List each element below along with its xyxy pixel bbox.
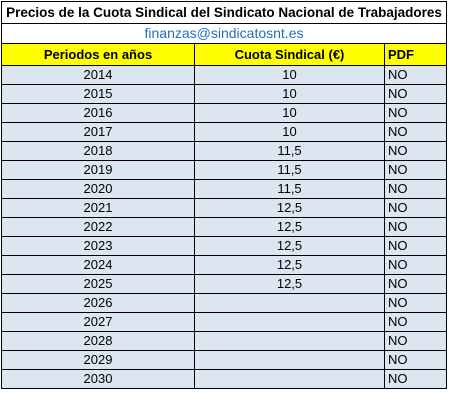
table-row: 2019 11,5 NO: [1, 160, 448, 180]
fee-cell: 10: [194, 103, 385, 123]
pdf-cell: NO: [383, 84, 448, 104]
year-cell: 2023: [1, 236, 195, 256]
year-cell: 2026: [1, 293, 195, 313]
pdf-cell: NO: [383, 331, 448, 351]
pdf-cell: NO: [383, 198, 448, 218]
table-row: 2015 10 NO: [1, 84, 448, 104]
fee-cell: 11,5: [194, 160, 385, 180]
header-period: Periodos en años: [1, 43, 195, 66]
table-row: 2029 NO: [1, 350, 448, 370]
year-cell: 2021: [1, 198, 195, 218]
fee-cell: [194, 350, 385, 370]
fee-cell: 12,5: [194, 236, 385, 256]
year-cell: 2025: [1, 274, 195, 294]
fee-cell: 11,5: [194, 141, 385, 161]
pdf-cell: NO: [383, 236, 448, 256]
pdf-cell: NO: [383, 103, 448, 123]
table-row: 2017 10 NO: [1, 122, 448, 142]
fee-cell: [194, 293, 385, 313]
table-row: 2021 12,5 NO: [1, 198, 448, 218]
table-row: 2026 NO: [1, 293, 448, 313]
fee-cell: 11,5: [194, 179, 385, 199]
table-row: 2027 NO: [1, 312, 448, 332]
pdf-cell: NO: [383, 160, 448, 180]
fee-cell: 10: [194, 65, 385, 85]
table-row: 2014 10 NO: [1, 65, 448, 85]
fee-cell: [194, 331, 385, 351]
year-cell: 2029: [1, 350, 195, 370]
fee-cell: 12,5: [194, 217, 385, 237]
year-cell: 2024: [1, 255, 195, 275]
pdf-cell: NO: [383, 274, 448, 294]
year-cell: 2016: [1, 103, 195, 123]
pdf-cell: NO: [383, 350, 448, 370]
table-row: 2024 12,5 NO: [1, 255, 448, 275]
year-cell: 2020: [1, 179, 195, 199]
pdf-cell: NO: [383, 179, 448, 199]
header-pdf: PDF: [383, 43, 448, 66]
year-cell: 2015: [1, 84, 195, 104]
fee-cell: [194, 312, 385, 332]
header-row: Periodos en años Cuota Sindical (€) PDF: [1, 43, 448, 66]
fee-cell: [194, 369, 385, 389]
fee-table: Precios de la Cuota Sindical del Sindica…: [0, 1, 448, 389]
pdf-cell: NO: [383, 255, 448, 275]
pdf-cell: NO: [383, 312, 448, 332]
year-cell: 2028: [1, 331, 195, 351]
year-cell: 2030: [1, 369, 195, 389]
email-link[interactable]: finanzas@sindicatosnt.es: [144, 25, 304, 41]
table-row: 2020 11,5 NO: [1, 179, 448, 199]
fee-cell: 12,5: [194, 255, 385, 275]
table-row: 2030 NO: [1, 369, 448, 389]
pdf-cell: NO: [383, 217, 448, 237]
fee-cell: 12,5: [194, 198, 385, 218]
email-row: finanzas@sindicatosnt.es: [0, 23, 448, 44]
year-cell: 2022: [1, 217, 195, 237]
table-row: 2028 NO: [1, 331, 448, 351]
pdf-cell: NO: [383, 122, 448, 142]
year-cell: 2019: [1, 160, 195, 180]
table-row: 2023 12,5 NO: [1, 236, 448, 256]
pdf-cell: NO: [383, 293, 448, 313]
fee-cell: 10: [194, 84, 385, 104]
table-row: 2018 11,5 NO: [1, 141, 448, 161]
year-cell: 2014: [1, 65, 195, 85]
fee-cell: 10: [194, 122, 385, 142]
year-cell: 2027: [1, 312, 195, 332]
table-title: Precios de la Cuota Sindical del Sindica…: [0, 1, 448, 24]
year-cell: 2017: [1, 122, 195, 142]
year-cell: 2018: [1, 141, 195, 161]
pdf-cell: NO: [383, 65, 448, 85]
email-cell: finanzas@sindicatosnt.es: [0, 23, 448, 44]
table-row: 2016 10 NO: [1, 103, 448, 123]
pdf-cell: NO: [383, 369, 448, 389]
table-row: 2025 12,5 NO: [1, 274, 448, 294]
fee-cell: 12,5: [194, 274, 385, 294]
header-fee: Cuota Sindical (€): [194, 43, 385, 66]
pdf-cell: NO: [383, 141, 448, 161]
table-row: 2022 12,5 NO: [1, 217, 448, 237]
title-row: Precios de la Cuota Sindical del Sindica…: [0, 1, 448, 24]
